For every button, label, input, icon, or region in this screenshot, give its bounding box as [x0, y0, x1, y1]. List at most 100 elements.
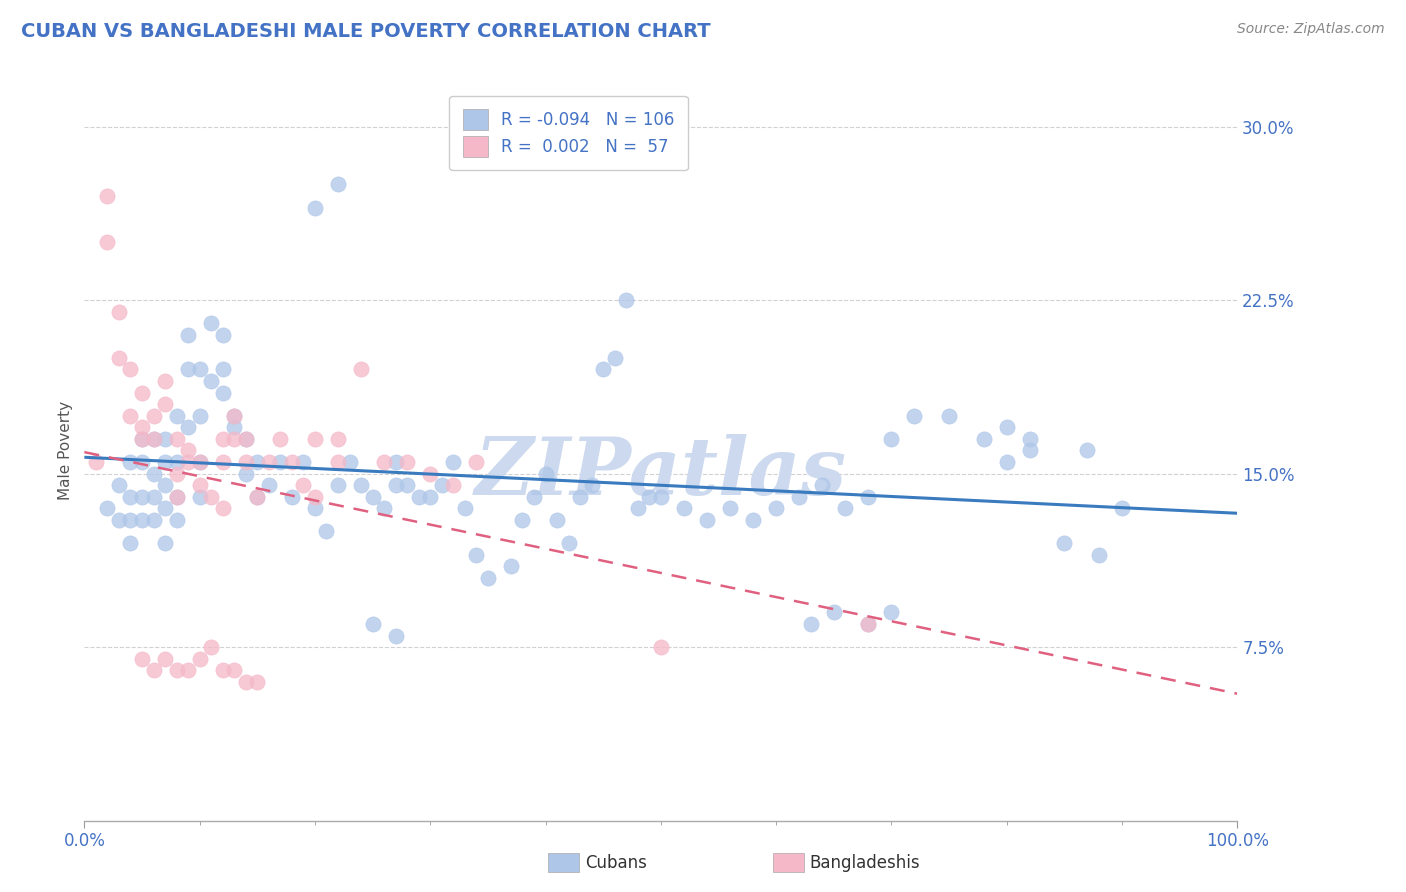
- Point: [211, 501, 233, 516]
- Point: [188, 478, 211, 492]
- Point: [903, 409, 925, 423]
- Point: [166, 455, 188, 469]
- Point: [177, 455, 200, 469]
- Point: [177, 663, 200, 677]
- Point: [269, 432, 291, 446]
- Point: [339, 455, 361, 469]
- Point: [235, 432, 257, 446]
- Point: [142, 467, 165, 481]
- Point: [384, 478, 406, 492]
- Point: [326, 432, 349, 446]
- Point: [765, 501, 787, 516]
- Point: [408, 490, 430, 504]
- Point: [304, 432, 326, 446]
- Point: [142, 432, 165, 446]
- Point: [546, 513, 568, 527]
- Point: [224, 409, 246, 423]
- Point: [131, 513, 153, 527]
- Point: [1053, 536, 1076, 550]
- Point: [557, 536, 579, 550]
- Point: [131, 455, 153, 469]
- Point: [281, 490, 304, 504]
- Point: [315, 524, 337, 539]
- Point: [326, 178, 349, 192]
- Point: [188, 651, 211, 665]
- Point: [166, 432, 188, 446]
- Point: [224, 663, 246, 677]
- Point: [477, 571, 499, 585]
- Point: [811, 478, 834, 492]
- Point: [224, 409, 246, 423]
- Point: [142, 409, 165, 423]
- Point: [200, 490, 222, 504]
- Point: [108, 304, 131, 318]
- Point: [973, 432, 995, 446]
- Point: [120, 362, 142, 376]
- Point: [153, 397, 176, 411]
- Point: [454, 501, 477, 516]
- Point: [188, 455, 211, 469]
- Point: [108, 478, 131, 492]
- Point: [246, 455, 269, 469]
- Point: [131, 432, 153, 446]
- Point: [938, 409, 960, 423]
- Point: [177, 362, 200, 376]
- Point: [153, 501, 176, 516]
- Point: [120, 490, 142, 504]
- Point: [188, 362, 211, 376]
- Point: [142, 513, 165, 527]
- Point: [304, 490, 326, 504]
- Text: ZIPatlas: ZIPatlas: [475, 434, 846, 511]
- Point: [326, 478, 349, 492]
- Point: [211, 432, 233, 446]
- Text: CUBAN VS BANGLADESHI MALE POVERTY CORRELATION CHART: CUBAN VS BANGLADESHI MALE POVERTY CORREL…: [21, 22, 710, 41]
- Point: [211, 455, 233, 469]
- Point: [499, 559, 522, 574]
- Point: [523, 490, 546, 504]
- Point: [177, 327, 200, 342]
- Point: [292, 478, 315, 492]
- Point: [858, 617, 880, 632]
- Point: [235, 674, 257, 689]
- Point: [581, 478, 603, 492]
- Point: [120, 455, 142, 469]
- Point: [108, 351, 131, 365]
- Point: [188, 409, 211, 423]
- Point: [384, 455, 406, 469]
- Point: [96, 235, 118, 250]
- Point: [292, 455, 315, 469]
- Point: [120, 536, 142, 550]
- Point: [166, 490, 188, 504]
- Y-axis label: Male Poverty: Male Poverty: [58, 401, 73, 500]
- Point: [153, 455, 176, 469]
- Point: [650, 640, 672, 654]
- Point: [534, 467, 557, 481]
- Point: [880, 432, 903, 446]
- Point: [211, 663, 233, 677]
- Point: [224, 420, 246, 434]
- Point: [373, 501, 395, 516]
- Point: [304, 201, 326, 215]
- Point: [235, 455, 257, 469]
- Point: [153, 651, 176, 665]
- Point: [672, 501, 695, 516]
- Point: [858, 490, 880, 504]
- Point: [131, 651, 153, 665]
- Point: [858, 617, 880, 632]
- Point: [246, 674, 269, 689]
- Point: [142, 663, 165, 677]
- Point: [419, 490, 441, 504]
- Point: [246, 490, 269, 504]
- Point: [166, 663, 188, 677]
- Point: [235, 432, 257, 446]
- Point: [281, 455, 304, 469]
- Point: [142, 432, 165, 446]
- Point: [224, 432, 246, 446]
- Point: [995, 455, 1018, 469]
- Point: [120, 513, 142, 527]
- Point: [211, 385, 233, 400]
- Point: [880, 606, 903, 620]
- Point: [166, 490, 188, 504]
- Point: [166, 409, 188, 423]
- Point: [235, 467, 257, 481]
